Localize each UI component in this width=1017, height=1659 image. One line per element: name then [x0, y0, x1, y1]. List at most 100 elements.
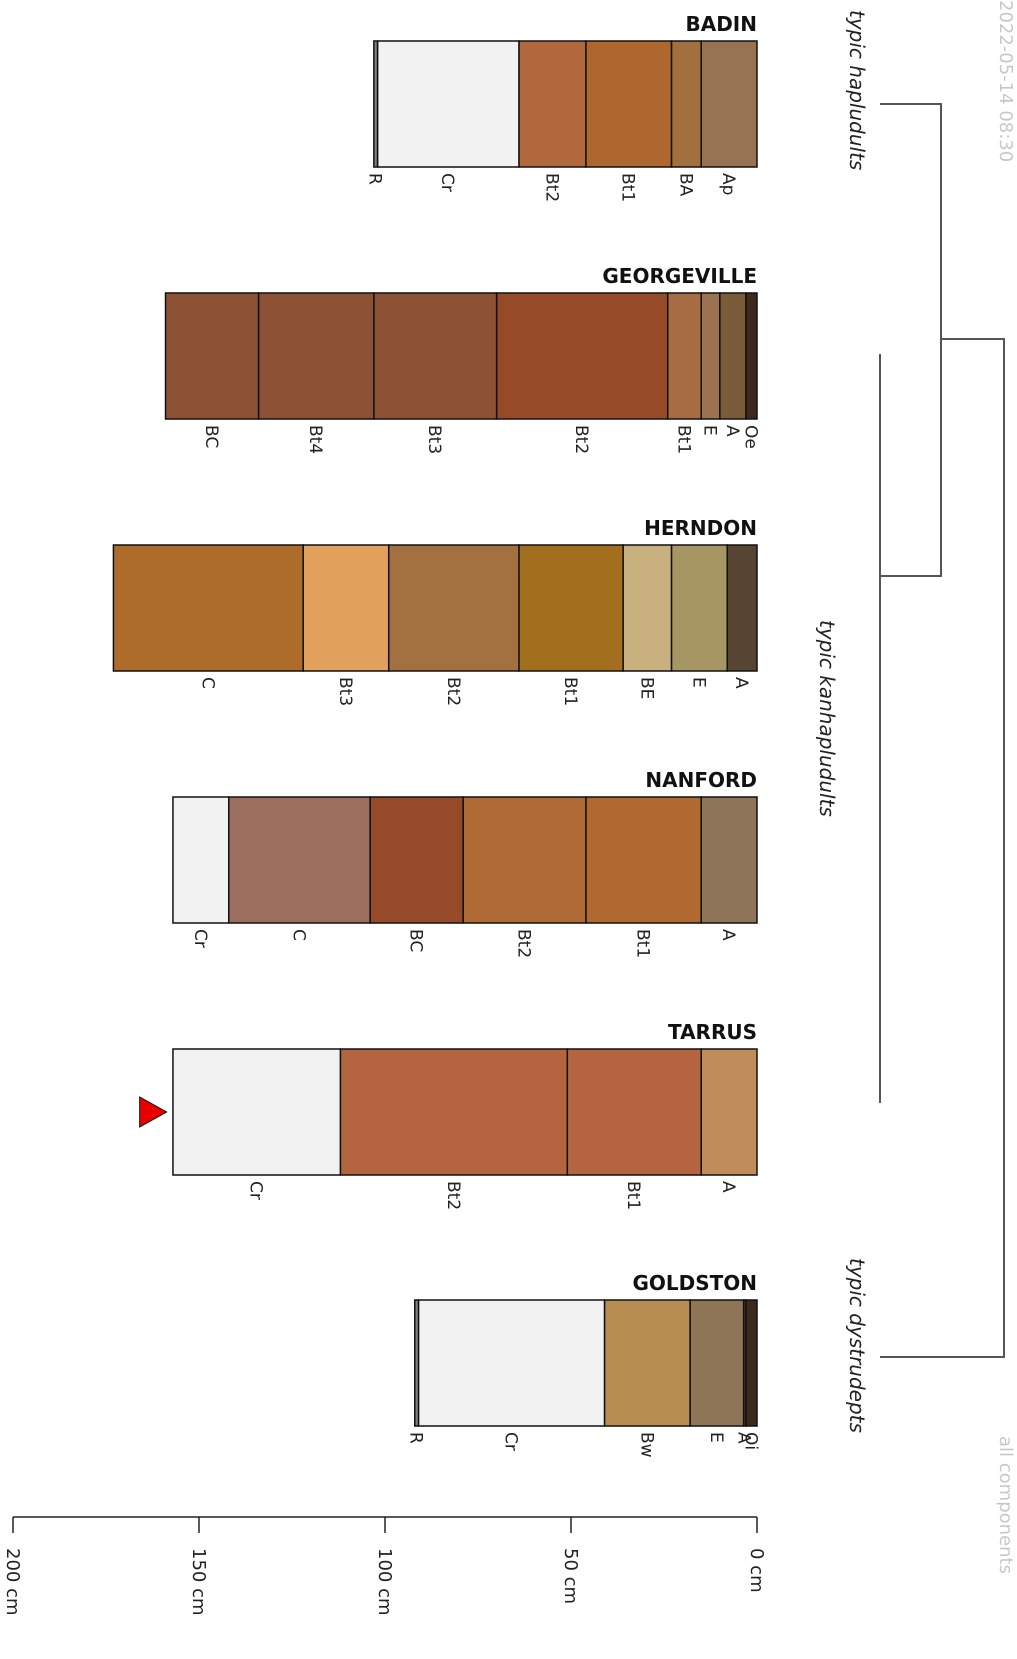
horizon-label-nanford-cr: Cr — [190, 929, 210, 948]
horizon-badin-cr — [376, 40, 520, 168]
horizon-herndon-bt1 — [518, 544, 624, 672]
horizon-label-nanford-c: C — [288, 929, 308, 941]
horizon-nanford-cr — [172, 796, 230, 924]
profile-name-badin: BADIN — [685, 12, 757, 36]
horizon-label-herndon-bt3: Bt3 — [335, 677, 355, 706]
horizon-tarrus-bt2 — [339, 1048, 569, 1176]
horizon-nanford-bc — [369, 796, 464, 924]
depth-tick-label: 50 cm — [560, 1548, 581, 1604]
horizon-georgeville-bt3 — [373, 292, 498, 420]
horizon-tarrus-bt1 — [566, 1048, 702, 1176]
profile-herndon: A E BE Bt1 Bt2 Bt3 C HERNDON — [112, 516, 758, 706]
dendrogram — [879, 103, 1005, 1358]
profile-name-herndon: HERNDON — [644, 516, 757, 540]
horizon-label-goldston-bw: Bw — [636, 1432, 656, 1458]
horizon-herndon-bt3 — [302, 544, 390, 672]
group-label-typic-hapludults: typic hapludults — [845, 10, 869, 170]
horizon-label-herndon-a: A — [731, 677, 751, 689]
horizon-label-badin-bt1: Bt1 — [618, 173, 638, 202]
horizon-label-badin-ap: Ap — [718, 173, 738, 195]
horizon-georgeville-a — [719, 292, 747, 420]
horizon-goldston-oi — [745, 1299, 758, 1427]
horizon-herndon-a — [726, 544, 758, 672]
horizon-label-nanford-bc: BC — [406, 929, 426, 952]
horizon-nanford-c — [228, 796, 371, 924]
horizon-label-badin-cr: Cr — [437, 173, 457, 192]
horizon-label-herndon-be: BE — [636, 677, 656, 699]
horizon-badin-bt2 — [518, 40, 587, 168]
depth-tick-label: 0 cm — [746, 1548, 767, 1593]
horizon-herndon-c — [112, 544, 304, 672]
horizon-label-badin-ba: BA — [675, 173, 695, 197]
horizon-label-georgeville-oe: Oe — [740, 425, 760, 449]
horizon-label-badin-r: R — [365, 173, 385, 185]
horizon-label-goldston-e: E — [706, 1432, 726, 1443]
horizon-georgeville-bt4 — [257, 292, 375, 420]
horizon-herndon-e — [670, 544, 728, 672]
horizon-label-goldston-oi: Oi — [740, 1432, 760, 1450]
profile-badin: Ap BA Bt1 Bt2 Cr R BADIN — [365, 12, 758, 202]
horizon-herndon-bt2 — [387, 544, 520, 672]
horizon-badin-r — [373, 40, 379, 168]
horizon-label-herndon-e: E — [688, 677, 708, 688]
horizon-tarrus-cr — [172, 1048, 342, 1176]
depth-tick-label: 100 cm — [374, 1548, 395, 1616]
dendrogram-branch-kan-join — [880, 339, 942, 577]
red-marker-triangle — [139, 1096, 168, 1128]
horizon-georgeville-bc — [164, 292, 260, 420]
horizon-label-goldston-cr: Cr — [500, 1432, 520, 1451]
horizon-badin-bt1 — [585, 40, 673, 168]
horizon-label-badin-bt2: Bt2 — [541, 173, 561, 202]
depth-tick-label: 200 cm — [2, 1548, 23, 1616]
horizon-goldston-r — [414, 1299, 420, 1427]
horizon-label-georgeville-bc: BC — [201, 425, 221, 448]
dendrogram-branch-root — [880, 338, 1005, 1358]
horizon-label-nanford-bt2: Bt2 — [514, 929, 534, 958]
horizon-goldston-bw — [603, 1299, 691, 1427]
horizon-label-georgeville-bt3: Bt3 — [424, 425, 444, 454]
horizon-label-georgeville-bt2: Bt2 — [571, 425, 591, 454]
horizon-nanford-bt2 — [462, 796, 587, 924]
profile-name-georgeville: GEORGEVILLE — [602, 264, 757, 288]
horizon-label-georgeville-bt4: Bt4 — [305, 425, 325, 454]
profile-tarrus: A Bt1 Bt2 Cr TARRUS — [172, 1020, 758, 1210]
horizon-georgeville-oe — [745, 292, 758, 420]
horizon-label-tarrus-a: A — [718, 1181, 738, 1193]
horizon-label-nanford-bt1: Bt1 — [633, 929, 653, 958]
horizon-label-tarrus-bt1: Bt1 — [623, 1181, 643, 1210]
horizon-goldston-cr — [417, 1299, 606, 1427]
horizon-tarrus-a — [700, 1048, 758, 1176]
horizon-badin-ap — [700, 40, 758, 168]
horizon-label-nanford-a: A — [718, 929, 738, 941]
soil-profiles: ApBABt1Bt2CrRBADINOeAEBt1Bt2Bt3Bt4BCGEOR… — [112, 12, 761, 1458]
horizon-label-georgeville-e: E — [700, 425, 720, 436]
profile-name-tarrus: TARRUS — [668, 1020, 757, 1044]
horizon-label-tarrus-cr: Cr — [246, 1181, 266, 1200]
horizon-label-georgeville-bt1: Bt1 — [673, 425, 693, 454]
horizon-herndon-be — [622, 544, 673, 672]
depth-tick-label: 150 cm — [188, 1548, 209, 1616]
horizon-georgeville-e — [700, 292, 721, 420]
horizon-label-goldston-r: R — [406, 1432, 426, 1444]
timestamp-watermark: 2022-05-14 08:30 — [995, 0, 1016, 162]
profile-name-goldston: GOLDSTON — [632, 1271, 757, 1295]
horizon-label-georgeville-a: A — [722, 425, 742, 437]
group-label-typic-dystrudepts: typic dystrudepts — [845, 1258, 869, 1433]
horizon-georgeville-bt1 — [666, 292, 702, 420]
horizon-label-herndon-c: C — [197, 677, 217, 689]
horizon-label-herndon-bt2: Bt2 — [443, 677, 463, 706]
horizon-badin-ba — [670, 40, 702, 168]
horizon-label-tarrus-bt2: Bt2 — [443, 1181, 463, 1210]
subtitle-watermark: all components — [995, 1436, 1016, 1574]
horizon-label-herndon-bt1: Bt1 — [560, 677, 580, 706]
horizon-nanford-bt1 — [585, 796, 702, 924]
horizon-nanford-a — [700, 796, 758, 924]
horizon-goldston-e — [689, 1299, 745, 1427]
profile-nanford: A Bt1 Bt2 BC C Cr NANFORD — [172, 768, 758, 958]
horizon-georgeville-bt2 — [495, 292, 669, 420]
dendrogram-branch-badin — [880, 103, 942, 339]
profile-name-nanford: NANFORD — [645, 768, 757, 792]
